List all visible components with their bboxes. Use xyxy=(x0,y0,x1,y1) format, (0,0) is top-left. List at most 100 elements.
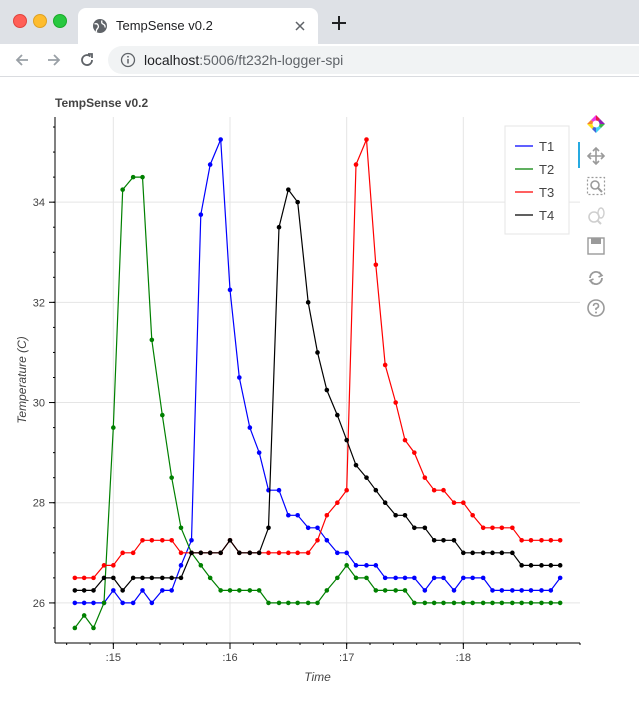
browser-tab[interactable]: TempSense v0.2 xyxy=(78,8,318,44)
data-point xyxy=(81,588,87,593)
data-point xyxy=(189,538,194,543)
pan-icon[interactable] xyxy=(586,146,606,166)
data-point xyxy=(451,538,457,543)
url-host: localhost xyxy=(144,52,200,68)
bokeh-logo-icon[interactable] xyxy=(586,114,606,134)
data-point xyxy=(111,563,116,568)
data-point xyxy=(169,588,174,593)
window-minimize-button[interactable] xyxy=(33,14,47,28)
legend-item-t4: T4 xyxy=(515,208,554,223)
data-point xyxy=(412,450,417,455)
reload-icon[interactable] xyxy=(79,52,95,68)
data-point xyxy=(402,575,408,581)
forward-arrow-icon[interactable] xyxy=(46,52,62,68)
globe-icon xyxy=(93,19,107,33)
data-point xyxy=(247,588,253,593)
data-point xyxy=(528,600,534,606)
data-point xyxy=(286,187,291,192)
data-point xyxy=(266,600,271,606)
legend-label: T4 xyxy=(539,208,554,223)
series-line-t4 xyxy=(74,188,561,592)
data-point xyxy=(120,600,125,606)
temperature-chart[interactable]: :15:16:17:18 26 28 30 32 34 Time Temperature (C… xyxy=(0,76,639,710)
data-point xyxy=(470,512,475,518)
data-point xyxy=(266,550,271,556)
data-point xyxy=(490,550,495,556)
data-point xyxy=(101,563,107,568)
data-point xyxy=(470,575,475,581)
save-icon[interactable] xyxy=(586,236,606,256)
y-tick-label: 30 xyxy=(33,398,45,410)
data-point xyxy=(548,600,554,606)
data-point xyxy=(364,475,369,480)
active-tool-indicator xyxy=(578,142,580,168)
tab-close-icon[interactable] xyxy=(292,18,308,34)
data-point xyxy=(266,525,271,531)
new-tab-icon[interactable] xyxy=(330,14,348,32)
data-point xyxy=(130,174,136,180)
data-point xyxy=(422,525,428,531)
data-point xyxy=(72,588,78,593)
data-point xyxy=(91,600,96,606)
data-point xyxy=(519,600,524,606)
data-point xyxy=(412,600,417,606)
data-point xyxy=(490,588,495,593)
data-point xyxy=(120,588,125,593)
data-point xyxy=(324,588,330,593)
window-maximize-button[interactable] xyxy=(53,14,67,28)
data-point xyxy=(335,575,340,581)
data-point xyxy=(111,588,116,593)
data-point xyxy=(169,575,174,581)
x-axis-label: Time xyxy=(304,670,331,684)
data-point xyxy=(237,588,242,593)
data-point xyxy=(149,600,155,606)
help-icon[interactable] xyxy=(586,298,606,318)
data-point xyxy=(510,588,515,593)
data-point xyxy=(335,500,340,506)
data-point xyxy=(548,563,554,568)
data-point xyxy=(227,538,233,543)
data-point xyxy=(470,550,475,556)
wheel-zoom-icon[interactable] xyxy=(586,206,606,226)
data-point xyxy=(499,550,505,556)
data-point xyxy=(557,538,563,543)
back-arrow-icon[interactable] xyxy=(14,52,30,68)
data-point xyxy=(305,600,311,606)
data-point xyxy=(480,550,486,556)
data-point xyxy=(72,600,78,606)
data-point xyxy=(499,525,505,531)
data-point xyxy=(528,588,534,593)
window-close-button[interactable] xyxy=(13,14,27,28)
data-point xyxy=(198,550,204,556)
site-info-icon[interactable] xyxy=(120,52,136,68)
data-point xyxy=(528,563,534,568)
data-point xyxy=(81,613,87,618)
address-bar[interactable]: localhost:5006/ft232h-logger-spi xyxy=(108,46,639,74)
data-point xyxy=(373,487,379,493)
chart-legend: T1 T2 T3 T4 xyxy=(504,125,570,235)
data-point xyxy=(207,550,213,556)
reset-icon[interactable] xyxy=(586,268,606,288)
data-point xyxy=(431,600,437,606)
data-point xyxy=(490,600,495,606)
data-point xyxy=(393,400,398,405)
data-point xyxy=(422,600,428,606)
data-point xyxy=(315,350,320,355)
data-point xyxy=(178,563,184,568)
data-point xyxy=(178,550,184,556)
data-point xyxy=(499,600,505,606)
data-point xyxy=(382,588,388,593)
data-point xyxy=(364,575,369,581)
data-point xyxy=(140,575,145,581)
data-point xyxy=(451,600,457,606)
chart-toolbar xyxy=(578,112,610,332)
data-point xyxy=(91,575,96,581)
data-point xyxy=(295,199,300,205)
x-tick-label: :15 xyxy=(106,652,121,664)
data-point xyxy=(510,600,515,606)
data-point xyxy=(286,600,291,606)
data-point xyxy=(461,550,466,556)
box-zoom-icon[interactable] xyxy=(586,176,606,196)
data-point xyxy=(169,475,174,480)
data-point xyxy=(353,162,359,167)
